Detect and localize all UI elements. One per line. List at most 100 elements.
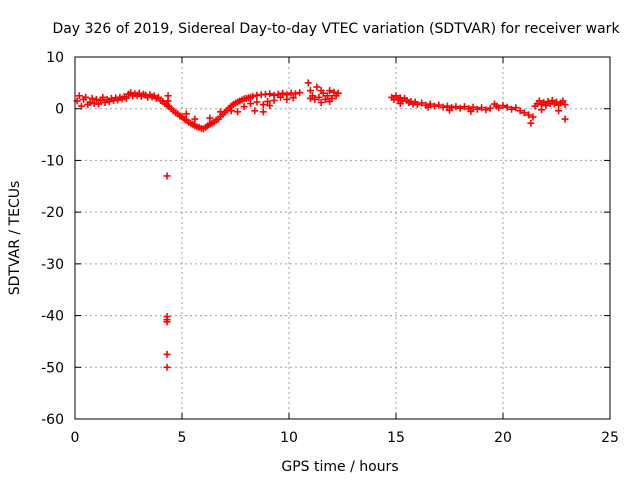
data-point (75, 92, 83, 100)
data-point (234, 108, 242, 116)
data-point (413, 101, 421, 109)
data-point (495, 104, 503, 112)
data-point (88, 94, 96, 102)
data-point (217, 108, 225, 116)
data-point (279, 89, 287, 97)
data-point (330, 88, 338, 96)
data-point (460, 103, 468, 111)
data-point (315, 93, 323, 101)
data-point (86, 99, 94, 107)
data-point (456, 104, 464, 112)
y-tick-label: -10 (41, 153, 64, 169)
data-point (313, 83, 321, 91)
data-point (289, 94, 297, 102)
data-point (276, 93, 284, 101)
data-point (82, 93, 90, 101)
data-point (443, 102, 451, 110)
data-point (418, 99, 426, 107)
data-point (446, 106, 453, 114)
data-point (516, 107, 524, 115)
plot-frame (74, 56, 611, 420)
data-point (283, 95, 291, 103)
data-point (439, 103, 447, 111)
data-point (482, 106, 490, 114)
data-point (296, 89, 304, 97)
data-point (317, 99, 325, 107)
y-tick-label: -30 (41, 257, 64, 273)
x-tick-label: 5 (178, 430, 187, 446)
data-point (304, 79, 312, 87)
data-point (535, 97, 543, 105)
data-point (77, 102, 85, 110)
x-tick-label: 25 (601, 430, 619, 446)
data-point (321, 95, 329, 103)
data-point (206, 114, 214, 122)
data-point (95, 100, 103, 108)
data-point (163, 363, 171, 371)
data-point (306, 87, 314, 95)
axis-ticks (74, 56, 611, 420)
data-point (324, 92, 332, 100)
data-point (525, 111, 533, 119)
data-point (259, 101, 267, 109)
data-point (467, 107, 475, 115)
data-point (334, 89, 342, 97)
data-point (473, 105, 481, 113)
data-point (396, 100, 404, 108)
data-point (555, 107, 563, 115)
data-point (561, 115, 569, 123)
x-axis-label: GPS time / hours (281, 459, 398, 475)
y-tick-label: -40 (41, 309, 64, 325)
y-axis-label: SDTVAR / TECUs (7, 181, 23, 296)
data-point (240, 103, 248, 111)
chart-title: Day 326 of 2019, Sidereal Day-to-day VTE… (52, 21, 620, 37)
data-point (92, 95, 100, 103)
data-point (512, 104, 520, 112)
data-point (435, 101, 443, 109)
data-point (527, 119, 535, 127)
data-point (452, 103, 460, 111)
data-point (270, 96, 278, 104)
data-point (499, 102, 507, 110)
data-point (251, 107, 259, 115)
y-tick-label: -20 (41, 205, 64, 221)
data-point (246, 100, 254, 108)
x-tick-label: 10 (280, 430, 298, 446)
data-point (163, 350, 171, 358)
data-point (319, 89, 327, 97)
y-tick-label: -50 (41, 360, 64, 376)
data-point (311, 95, 319, 103)
data-point (326, 87, 334, 95)
x-tick-label: 0 (71, 430, 80, 446)
x-tick-label: 20 (494, 430, 512, 446)
data-point (99, 93, 107, 101)
data-point (392, 92, 400, 100)
data-point (182, 110, 190, 118)
data-point (486, 104, 494, 112)
y-tick-label: -60 (41, 412, 64, 428)
y-tick-label: 0 (55, 102, 64, 118)
data-point (520, 109, 528, 117)
data-point (253, 98, 261, 106)
data-point (508, 105, 516, 113)
data-point (561, 101, 569, 109)
grid-lines (75, 57, 610, 419)
data-point (548, 96, 556, 104)
data-point (478, 104, 486, 112)
data-point (306, 94, 314, 102)
data-point (469, 103, 477, 111)
data-point (249, 92, 257, 100)
data-points (73, 79, 569, 371)
data-point (542, 102, 550, 110)
data-point (291, 90, 299, 98)
data-point (227, 107, 235, 115)
data-point (163, 172, 171, 180)
data-point (266, 102, 274, 110)
data-point (431, 102, 439, 110)
data-point (529, 113, 537, 121)
data-point (191, 115, 199, 123)
data-point (503, 103, 511, 111)
data-point (259, 108, 267, 116)
data-point (266, 90, 274, 98)
